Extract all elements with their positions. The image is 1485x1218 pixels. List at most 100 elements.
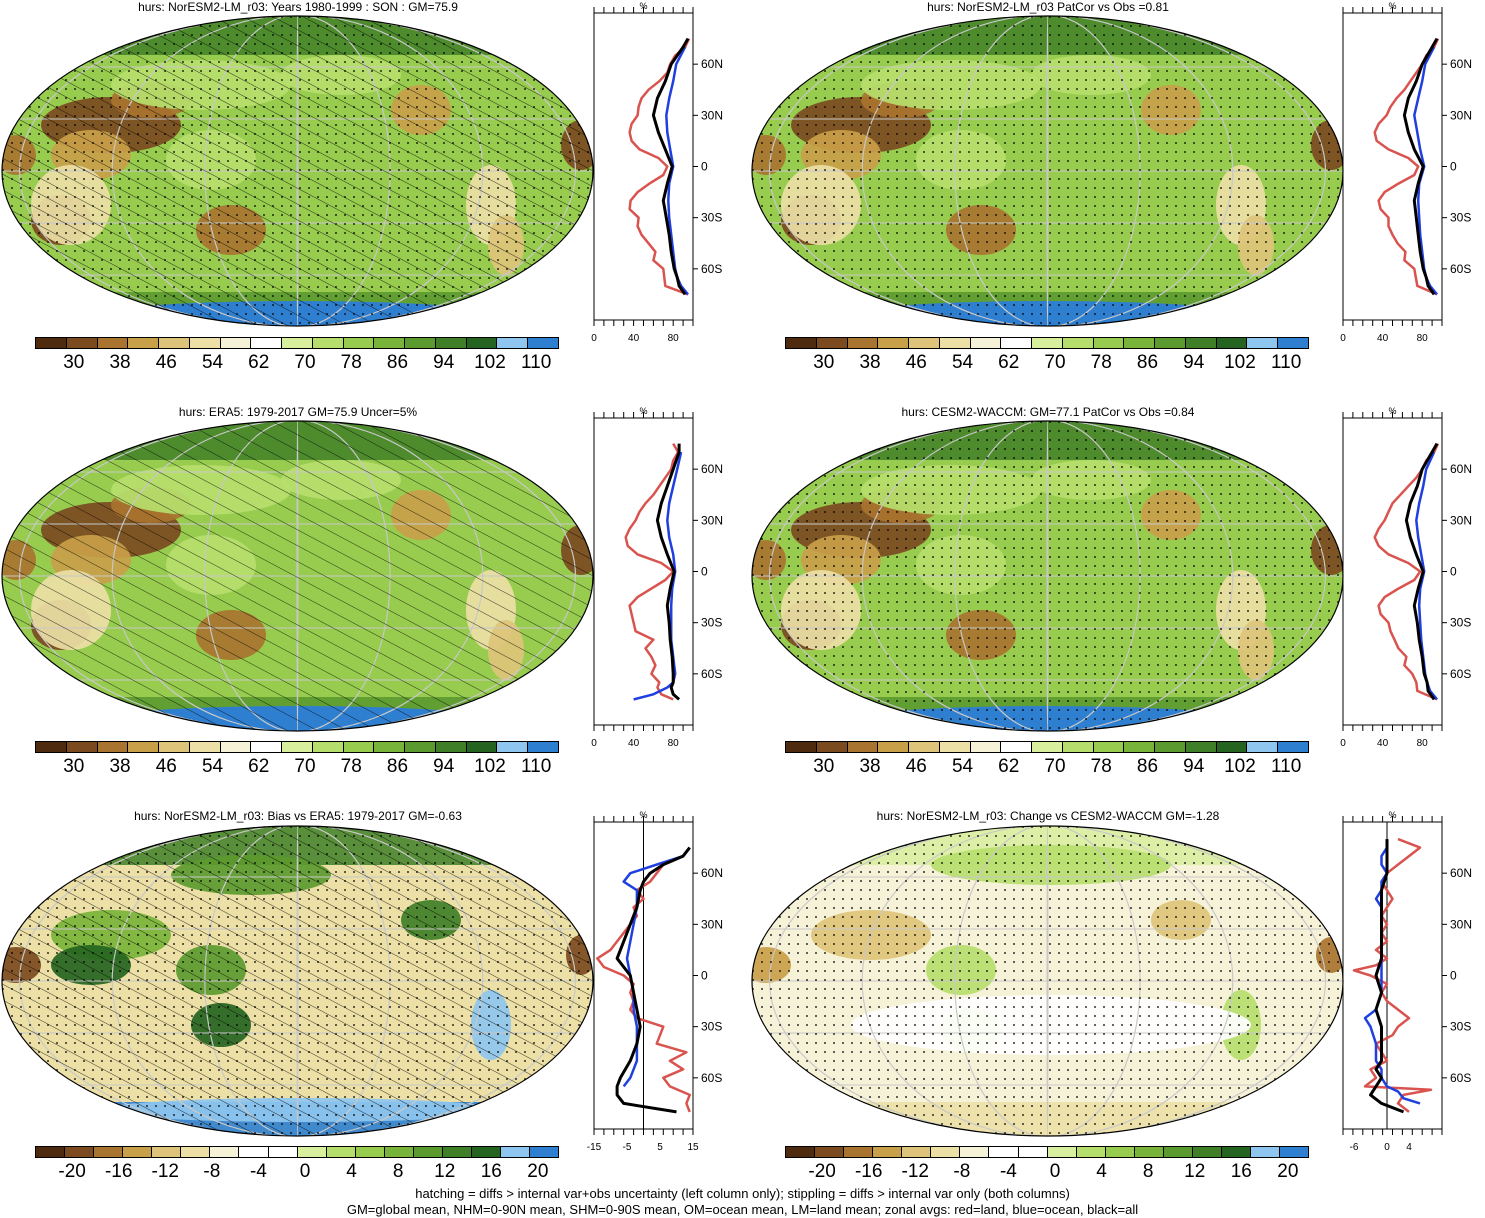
colorbar-tick-label: 46 [905,352,927,373]
map-border [1,825,594,1137]
x-axis-label: % [639,1,647,11]
colorbar-segment [123,1147,153,1157]
x-tick-label: 0 [1340,738,1346,749]
colorbar-tick-label: 86 [386,352,409,373]
y-tick-label: 60S [1450,1071,1471,1085]
x-tick-label: 80 [668,738,680,749]
y-tick-label: 60S [701,1071,722,1085]
colorbar [785,741,1309,753]
colorbar-segment [815,1147,845,1157]
y-tick-label: 0 [701,565,708,579]
y-tick-label: 30S [1450,616,1471,630]
colorbar-tick-label: 62 [998,352,1020,373]
global-map [751,420,1344,732]
colorbar-tick-label: 16 [480,1161,502,1182]
colorbar-segment [1105,1147,1135,1157]
colorbar-tick-label: 102 [1224,352,1256,373]
y-tick-label: 60N [701,57,723,71]
stippling-overlay [2,16,593,326]
colorbar-segment [297,1147,327,1157]
colorbar-segment [413,1147,443,1157]
colorbar [35,1146,559,1158]
colorbar-segment [466,742,498,752]
colorbar-segment [1216,742,1248,752]
series-line-all [655,443,681,701]
colorbar-tick-label: 4 [346,1161,357,1182]
colorbar-segment [786,1147,816,1157]
colorbar-segment [497,338,529,348]
x-axis-label: % [639,406,647,416]
colorbar-tick-label: 102 [1224,756,1256,777]
hatching-overlay [2,421,593,731]
colorbar-segment [159,742,190,752]
colorbar-segment [847,338,879,348]
colorbar-tick-label: 30 [63,352,85,373]
colorbar-segment [1001,338,1033,348]
series-line-all [651,37,690,296]
footer-note: hatching = diffs > internal var+obs unce… [0,1186,1485,1218]
colorbar-segment [1124,338,1156,348]
zonal-average-chart: % 60N 30N 0 30S 60S 0 40 80 [576,405,726,765]
y-tick-label: 30N [701,108,723,122]
colorbar-tick-label: 94 [1183,756,1205,777]
zonal-svg: % 60N 30N 0 30S 60S 0 40 80 [1340,1,1472,344]
colorbar-segment [405,338,436,348]
zonal-average-chart: % 60N 30N 0 30S 60S -15 -5 5 15 [576,809,726,1169]
x-tick-label: 4 [1406,1142,1412,1153]
panel-title: hurs: NorESM2-LM_r03: Change vs CESM2-WA… [876,809,1220,823]
colorbar-segment [1216,338,1248,348]
colorbar-segment [97,338,129,348]
stippling-overlay [752,16,1343,326]
colorbar-segment [1155,338,1186,348]
x-tick-label: 5 [657,1142,663,1153]
colorbar-segment [1134,1147,1164,1157]
colorbar-tick-label: 12 [1184,1161,1206,1182]
colorbar-tick-label: -12 [901,1161,929,1182]
colorbar-tick-label: 38 [109,756,131,777]
colorbar-tick-label: 54 [201,756,224,777]
y-tick-label: 30S [701,616,722,630]
map-border [1,420,594,732]
colorbar-tick-label: 94 [1183,352,1205,373]
colorbar-tick-label: 30 [813,756,835,777]
colorbar-segment [816,338,848,348]
colorbar-segment [128,742,160,752]
colorbar [785,1146,1309,1158]
colorbar-segment [1032,338,1063,348]
footer-line-2: GM=global mean, NHM=0-90N mean, SHM=0-90… [346,1202,1139,1217]
colorbar-segment [36,338,67,348]
colorbar-segment [1032,742,1063,752]
colorbar-tick-label: 38 [109,352,131,373]
colorbar-segment [528,338,559,348]
x-tick-label: 0 [591,738,597,749]
panel-title: hurs: NorESM2-LM_r03: Bias vs ERA5: 1979… [134,809,462,823]
colorbar-tick-label: -8 [953,1161,971,1182]
colorbar-segment [1163,1147,1193,1157]
colorbar-tick-label: 20 [1277,1161,1299,1182]
colorbar-tick-label: -16 [854,1161,883,1182]
colorbar-tick-label: 70 [1044,756,1066,777]
series-line-all [615,846,691,1114]
colorbar-segment [251,338,283,348]
colorbar-segment [844,1147,874,1157]
x-tick-label: 80 [1417,333,1429,344]
global-map [1,15,594,327]
colorbar-segment [1076,1147,1106,1157]
y-tick-label: 30S [1450,1020,1471,1034]
x-tick-label: 15 [687,1142,699,1153]
zonal-average-chart: % 60N 30N 0 30S 60S 0 40 80 [1325,0,1475,360]
colorbar-segment [66,338,98,348]
colorbar-tick-label: 46 [155,352,177,373]
colorbar-tick-label: 110 [1271,352,1302,373]
global-map [1,420,594,732]
colorbar-segment [405,742,436,752]
y-tick-label: 60N [1450,462,1472,476]
colorbar-tick-label: 70 [294,756,316,777]
colorbar-segment [1247,338,1279,348]
colorbar-segment [220,338,252,348]
x-tick-label: 0 [591,333,597,344]
colorbar-tick-label: 86 [1136,756,1159,777]
colorbar-tick-label: 70 [1044,352,1066,373]
zonal-svg: % 60N 30N 0 30S 60S 0 40 80 [591,1,723,344]
series-line-all [1369,839,1405,1114]
